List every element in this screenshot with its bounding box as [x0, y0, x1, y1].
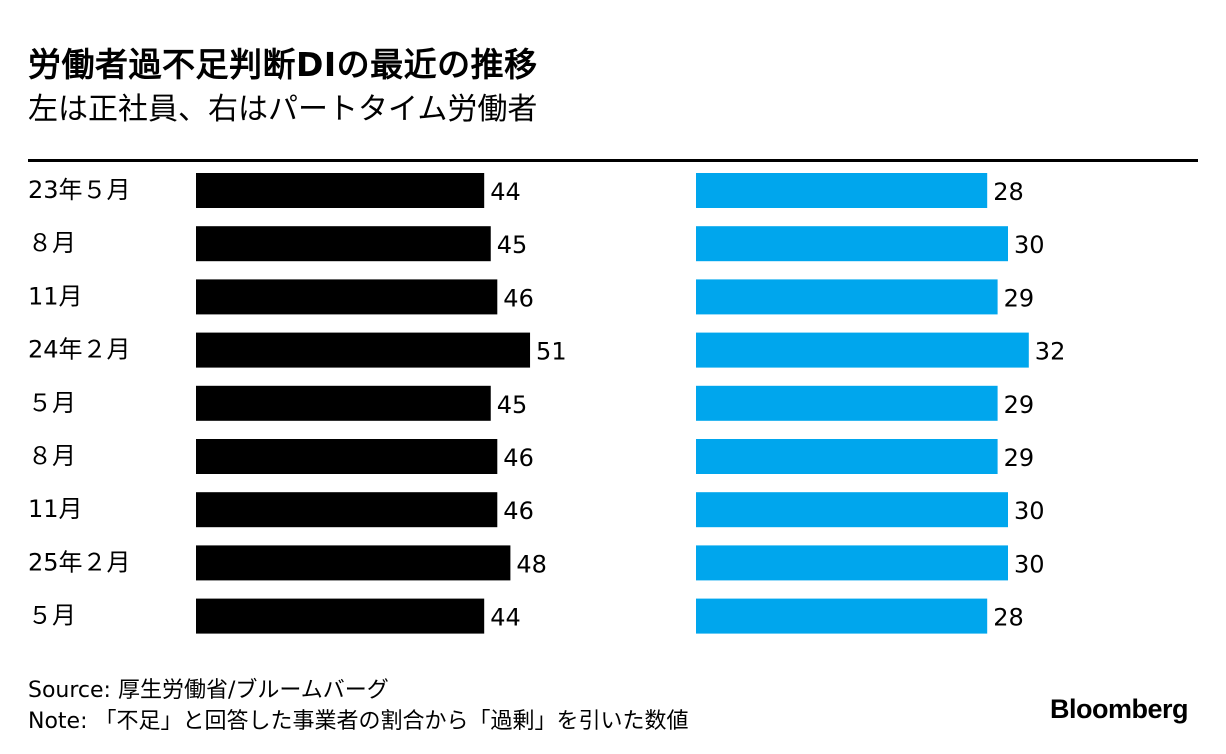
bar-series-1	[196, 332, 531, 368]
data-label: 45	[497, 231, 528, 259]
data-label: 28	[993, 178, 1024, 206]
bar-series-2	[696, 598, 988, 634]
bloomberg-logo: Bloomberg	[1049, 694, 1189, 724]
data-label: 29	[1004, 284, 1035, 312]
top-rule	[28, 159, 1198, 162]
category-label: 11月	[28, 495, 83, 523]
bar-series-2	[696, 279, 998, 315]
data-label: 29	[1004, 391, 1035, 419]
category-label: ８月	[28, 229, 76, 257]
bar-series-1	[196, 492, 498, 528]
note-text: Note: 「不足」と回答した事業者の割合から「過剰」を引いた数値	[28, 709, 689, 734]
bar-series-2	[696, 545, 1008, 581]
category-label: ５月	[28, 602, 76, 630]
bar-series-2	[696, 492, 1008, 528]
chart-title: 労働者過不足判断DIの最近の推移	[28, 45, 538, 84]
bar-series-1	[196, 545, 511, 581]
data-label: 30	[1014, 550, 1045, 578]
category-label: 11月	[28, 282, 83, 310]
data-label: 29	[1004, 444, 1035, 472]
bar-series-2	[696, 173, 988, 208]
bar-series-1	[196, 226, 491, 262]
category-label: 25年２月	[28, 548, 131, 576]
data-label: 32	[1035, 338, 1066, 366]
data-label: 46	[503, 284, 534, 312]
source-text: Source: 厚生労働省/ブルームバーグ	[28, 678, 389, 703]
data-label: 45	[497, 391, 528, 419]
data-label: 51	[536, 338, 567, 366]
category-label: ５月	[28, 389, 76, 417]
bar-series-1	[196, 173, 485, 208]
bar-series-1	[196, 439, 498, 474]
data-label: 30	[1014, 231, 1045, 259]
bar-series-1	[196, 279, 498, 315]
data-label: 46	[503, 444, 534, 472]
data-label: 30	[1014, 497, 1045, 525]
data-label: 28	[993, 604, 1024, 632]
data-label: 44	[490, 178, 521, 206]
bar-series-2	[696, 385, 998, 421]
category-label: ８月	[28, 442, 76, 470]
category-label: 23年５月	[28, 176, 131, 204]
data-label: 46	[503, 497, 534, 525]
bar-series-2	[696, 439, 998, 474]
bar-series-1	[196, 598, 485, 634]
bar-series-1	[196, 385, 491, 421]
category-label: 24年２月	[28, 336, 131, 364]
data-label: 44	[490, 604, 521, 632]
bar-series-2	[696, 332, 1029, 368]
bar-series-2	[696, 226, 1008, 262]
data-label: 48	[516, 550, 547, 578]
chart-subtitle: 左は正社員、右はパートタイム労働者	[28, 92, 538, 127]
